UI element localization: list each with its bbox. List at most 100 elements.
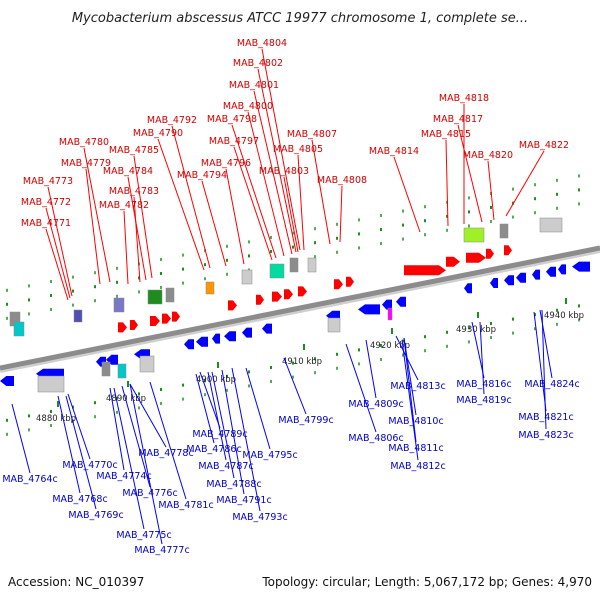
top-leader-line xyxy=(247,111,285,257)
plus-gene-arrow xyxy=(504,245,512,256)
guide-dot xyxy=(182,383,184,387)
guide-dot xyxy=(556,178,558,182)
guide-dot xyxy=(424,335,426,339)
feature-box xyxy=(241,269,253,285)
guide-dot xyxy=(314,227,316,231)
plus-gene-arrow xyxy=(162,313,171,324)
guide-dot xyxy=(94,415,96,419)
kbp-tick-label: 4920 kbp xyxy=(370,341,410,351)
top-gene-label: MAB_4785 xyxy=(109,145,159,156)
minus-gene-arrow xyxy=(358,304,380,315)
bottom-gene-label: MAB_4812c xyxy=(390,461,445,472)
top-gene-label: MAB_4822 xyxy=(519,140,569,151)
guide-dot xyxy=(182,267,184,271)
guide-dot xyxy=(556,206,558,210)
bottom-gene-label: MAB_4810c xyxy=(388,416,443,427)
bottom-gene-label: MAB_4788c xyxy=(206,479,261,490)
top-leader-line xyxy=(257,68,297,253)
top-leader-line xyxy=(253,90,293,255)
feature-box xyxy=(307,257,317,273)
top-leader-line xyxy=(339,185,343,243)
guide-dot xyxy=(50,424,52,427)
guide-dot xyxy=(94,271,96,275)
feature-box xyxy=(147,289,163,305)
plus-gene-arrow xyxy=(256,294,264,305)
bottom-gene-label: MAB_4776c xyxy=(122,488,177,499)
bottom-leader-line xyxy=(121,385,151,488)
guide-dot xyxy=(446,344,448,348)
minus-gene-arrow xyxy=(382,299,392,310)
top-leader-line xyxy=(261,48,301,251)
bottom-gene-label: MAB_4821c xyxy=(518,412,573,423)
guide-dot xyxy=(292,231,294,235)
guide-dot xyxy=(512,215,514,219)
top-leader-line xyxy=(45,207,71,299)
guide-dot xyxy=(578,202,580,206)
bottom-gene-label: MAB_4770c xyxy=(62,460,117,471)
top-gene-label: MAB_4782 xyxy=(99,200,149,211)
guide-dot xyxy=(534,211,536,215)
bottom-gene-label: MAB_4786c xyxy=(186,444,241,455)
top-leader-line xyxy=(157,138,205,271)
top-leader-line xyxy=(457,124,483,223)
guide-dot xyxy=(402,237,404,241)
guide-dot xyxy=(380,242,382,245)
topology-text: Topology: circular; Length: 5,067,172 bp… xyxy=(261,575,592,589)
bottom-gene-label: MAB_4795c xyxy=(242,450,297,461)
feature-box xyxy=(387,307,393,321)
top-gene-label: MAB_4820 xyxy=(463,150,513,161)
bottom-gene-label: MAB_4769c xyxy=(68,510,123,521)
guide-dot xyxy=(534,197,536,201)
guide-dot xyxy=(424,205,426,209)
guide-dot xyxy=(138,290,140,294)
accession-text: Accession: NC_010397 xyxy=(8,575,144,589)
guide-dot xyxy=(512,331,514,335)
bottom-leader-line xyxy=(283,357,307,415)
guide-dot xyxy=(50,308,52,311)
guide-dot xyxy=(248,254,250,258)
top-leader-line xyxy=(127,176,147,281)
guide-dot xyxy=(534,313,536,317)
minus-gene-arrow xyxy=(0,376,14,386)
guide-dot xyxy=(6,302,8,306)
top-leader-line xyxy=(225,168,245,265)
guide-dot xyxy=(6,288,8,292)
map-title: Mycobacterium abscessus ATCC 19977 chrom… xyxy=(72,11,528,26)
guide-dot xyxy=(204,263,206,267)
bottom-leader-line xyxy=(471,321,485,379)
bottom-leader-line xyxy=(403,337,417,416)
plus-gene-arrow xyxy=(118,322,127,333)
guide-dot xyxy=(226,374,228,378)
bottom-gene-label: MAB_4799c xyxy=(278,415,333,426)
bottom-leader-line xyxy=(541,309,547,430)
feature-box xyxy=(101,361,111,377)
guide-dot xyxy=(28,284,30,288)
guide-dot xyxy=(314,241,316,245)
bottom-leader-line xyxy=(207,371,227,461)
bottom-gene-label: MAB_4787c xyxy=(198,461,253,472)
guide-dot xyxy=(204,393,206,397)
guide-dot xyxy=(578,174,580,178)
guide-dot xyxy=(490,206,492,209)
guide-dot xyxy=(468,340,470,344)
bottom-leader-line xyxy=(149,381,187,500)
bottom-leader-line xyxy=(221,369,245,495)
top-leader-line xyxy=(171,125,211,269)
guide-dot xyxy=(556,192,558,196)
guide-dot xyxy=(72,275,74,279)
bottom-leader-line xyxy=(11,403,31,474)
guide-dot xyxy=(160,272,162,275)
dotted-guides xyxy=(6,174,580,436)
gene-labels: MAB_4804 MAB_4802 MAB_4801 MAB_4800 MAB_4792… xyxy=(2,38,579,556)
guide-dot xyxy=(468,196,470,200)
bottom-leader-line xyxy=(109,387,125,471)
guide-dot xyxy=(380,358,382,361)
guide-dot xyxy=(248,384,250,388)
guide-dot xyxy=(314,371,316,375)
bottom-leader-line xyxy=(245,367,271,450)
top-leader-line xyxy=(133,196,141,283)
bottom-gene-label: MAB_4778c xyxy=(138,448,193,459)
guide-dot xyxy=(6,432,8,436)
bottom-gene-label: MAB_4819c xyxy=(456,395,511,406)
guide-dot xyxy=(402,353,404,357)
